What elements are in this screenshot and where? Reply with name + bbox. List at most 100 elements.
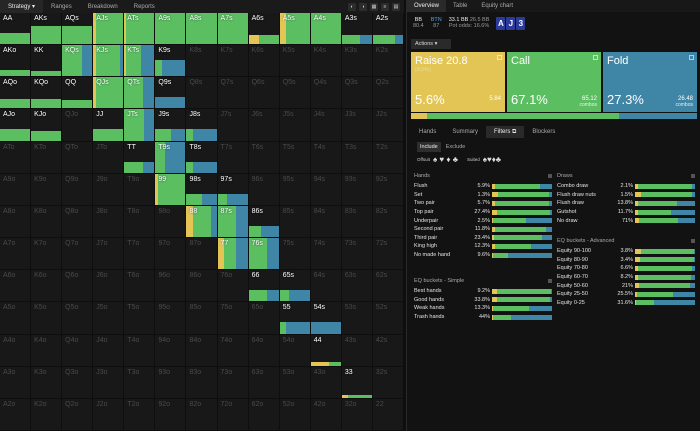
hand-cell[interactable]: A4s xyxy=(310,13,342,46)
filter-row[interactable]: Flush draw nuts 1.5% xyxy=(557,191,695,200)
hand-cell[interactable]: 85s xyxy=(279,205,311,239)
hand-cell[interactable]: J6s xyxy=(248,109,280,142)
hand-cell[interactable]: 62o xyxy=(248,398,280,431)
hand-cell[interactable]: J5s xyxy=(279,109,311,142)
hand-cell[interactable]: J9s xyxy=(155,109,187,142)
hand-cell[interactable]: T7s xyxy=(217,141,249,174)
hand-cell[interactable]: QJs xyxy=(93,77,125,110)
hand-cell[interactable]: 62s xyxy=(372,270,404,303)
hand-cell[interactable]: 33 xyxy=(341,366,373,399)
hand-cell[interactable]: 74o xyxy=(217,334,249,367)
suited-suits-icon[interactable]: ♠♥♦♣ xyxy=(482,155,502,164)
hand-cell[interactable]: KTo xyxy=(31,141,63,174)
hand-cell[interactable]: T5s xyxy=(279,141,311,174)
hand-cell[interactable]: A8s xyxy=(186,13,218,46)
hand-cell[interactable]: 95o xyxy=(155,302,187,335)
hand-cell[interactable]: 65s xyxy=(279,270,311,303)
hand-cell[interactable]: KQo xyxy=(31,77,63,110)
hand-cell[interactable]: 87o xyxy=(186,238,218,271)
hand-cell[interactable]: J5o xyxy=(93,302,125,335)
color-mode-icon[interactable]: ◑ xyxy=(359,2,367,11)
hand-cell[interactable]: Q5o xyxy=(62,302,94,335)
hand-cell[interactable]: A7o xyxy=(0,238,32,271)
hand-cell[interactable]: QTs xyxy=(124,77,156,110)
hand-cell[interactable]: 43s xyxy=(341,334,373,367)
hand-cell[interactable]: 82s xyxy=(372,205,404,239)
hand-cell[interactable]: 53s xyxy=(341,302,373,335)
hand-cell[interactable]: 87s xyxy=(217,205,249,239)
hand-cell[interactable]: K5s xyxy=(279,45,311,78)
hand-cell[interactable]: A8o xyxy=(0,205,32,239)
view-mode-icon[interactable]: ◐ xyxy=(348,2,356,11)
filter-row[interactable]: Trash hands 44% xyxy=(414,313,552,322)
hand-cell[interactable]: 92o xyxy=(155,398,187,431)
hand-cell[interactable]: A6o xyxy=(0,270,32,303)
hand-cell[interactable]: AQs xyxy=(62,13,94,46)
hand-cell[interactable]: 64s xyxy=(310,270,342,303)
tab-table[interactable]: Table xyxy=(453,3,468,9)
filter-row[interactable]: Top pair 27.4% xyxy=(414,208,552,217)
hand-cell[interactable]: AKs xyxy=(31,13,63,46)
hand-cell[interactable]: J9o xyxy=(93,173,125,206)
hand-cell[interactable]: KTs xyxy=(124,45,156,78)
filter-row[interactable]: King high 12.3% xyxy=(414,242,552,251)
hand-cell[interactable]: Q2o xyxy=(62,398,94,431)
hand-cell[interactable]: K2s xyxy=(372,45,404,78)
filter-row[interactable]: No made hand 9.6% xyxy=(414,251,552,260)
hand-cell[interactable]: 82o xyxy=(186,398,218,431)
filter-row[interactable]: Two pair 5.7% xyxy=(414,199,552,208)
filter-row[interactable]: Equity 90-100 3.8% xyxy=(557,247,695,256)
tab-blockers[interactable]: Blockers xyxy=(532,129,556,135)
hand-cell[interactable]: 75o xyxy=(217,302,249,335)
hand-cell[interactable]: AA xyxy=(0,13,32,46)
hand-cell[interactable]: 43o xyxy=(310,366,342,399)
hand-cell[interactable]: 76s xyxy=(248,238,280,271)
hand-cell[interactable]: K2o xyxy=(31,398,63,431)
hand-cell[interactable]: J4o xyxy=(93,334,125,367)
hand-cell[interactable]: AQo xyxy=(0,77,32,110)
checkbox-icon[interactable] xyxy=(689,55,694,60)
filter-row[interactable]: Best hands 9.2% xyxy=(414,287,552,296)
filter-row[interactable]: No draw 71% xyxy=(557,216,695,225)
hand-cell[interactable]: J3s xyxy=(341,109,373,142)
hand-cell[interactable]: J7s xyxy=(217,109,249,142)
hand-cell[interactable]: K9o xyxy=(31,173,63,206)
hand-cell[interactable]: J2s xyxy=(372,109,404,142)
hand-cell[interactable]: Q7o xyxy=(62,238,94,271)
tab-summary[interactable]: Summary xyxy=(452,129,479,135)
hand-cell[interactable]: 22 xyxy=(372,398,404,431)
hand-cell[interactable]: Q3o xyxy=(62,366,94,399)
filter-row[interactable]: Equity 80-90 3.4% xyxy=(557,256,695,265)
hand-cell[interactable]: Q4s xyxy=(310,77,342,110)
hand-cell[interactable]: K8o xyxy=(31,205,63,239)
hand-cell[interactable]: Q7s xyxy=(217,77,249,110)
hand-cell[interactable]: T2s xyxy=(372,141,404,174)
hand-cell[interactable]: QJo xyxy=(62,109,94,142)
hand-cell[interactable]: 99 xyxy=(155,173,187,206)
filter-row[interactable]: Equity 70-80 6.6% xyxy=(557,264,695,273)
hand-cell[interactable]: KQs xyxy=(62,45,94,78)
filter-row[interactable]: Third pair 23.4% xyxy=(414,234,552,243)
hand-cell[interactable]: Q2s xyxy=(372,77,404,110)
hand-cell[interactable]: QTo xyxy=(62,141,94,174)
hand-cell[interactable]: A9s xyxy=(155,13,187,46)
hand-cell[interactable]: 98s xyxy=(186,173,218,206)
hand-cell[interactable]: 44 xyxy=(310,334,342,367)
hand-cell[interactable]: 32s xyxy=(372,366,404,399)
hand-cell[interactable]: T8o xyxy=(124,205,156,239)
hand-cell[interactable]: KK xyxy=(31,45,63,78)
hand-cell[interactable]: JTs xyxy=(124,109,156,142)
hand-cell[interactable]: 76o xyxy=(217,270,249,303)
list-view-icon[interactable]: ≡ xyxy=(381,2,389,11)
hand-cell[interactable]: 75s xyxy=(279,238,311,271)
filter-row[interactable]: Equity 50-60 21% xyxy=(557,281,695,290)
hand-cell[interactable]: 94o xyxy=(155,334,187,367)
action-call[interactable]: Call 67.1% 65.12 combos xyxy=(507,52,601,112)
filter-row[interactable]: Second pair 11.8% xyxy=(414,225,552,234)
hand-cell[interactable]: 72o xyxy=(217,398,249,431)
tab-reports[interactable]: Reports xyxy=(133,3,155,10)
hand-cell[interactable]: 97s xyxy=(217,173,249,206)
hand-cell[interactable]: J6o xyxy=(93,270,125,303)
hand-cell[interactable]: T7o xyxy=(124,238,156,271)
hand-cell[interactable]: K6s xyxy=(248,45,280,78)
